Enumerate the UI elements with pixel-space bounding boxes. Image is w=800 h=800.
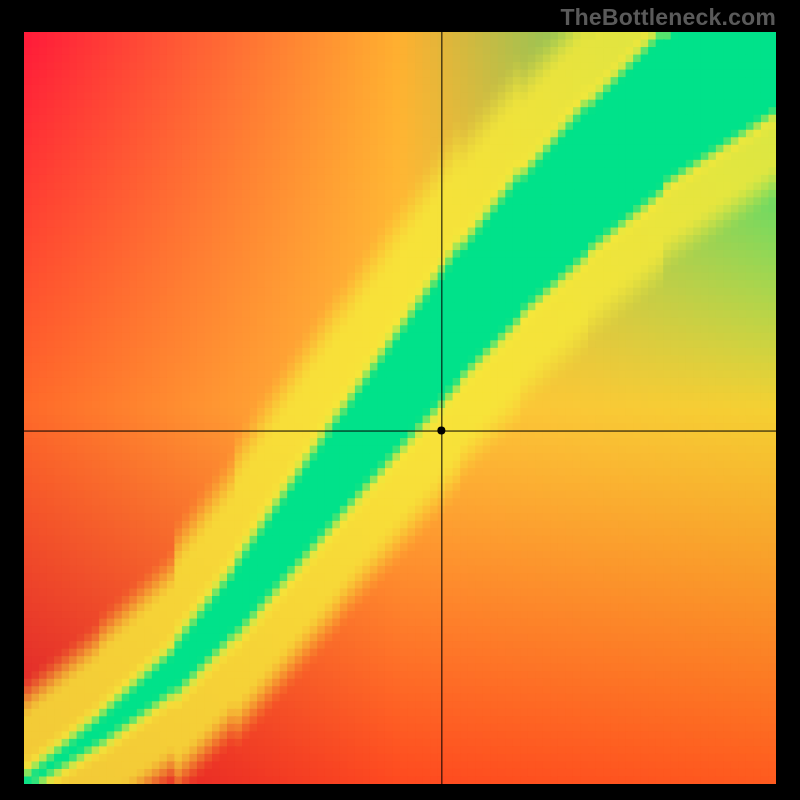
- bottleneck-heatmap: [24, 32, 776, 784]
- watermark-text: TheBottleneck.com: [560, 4, 776, 31]
- chart-container: TheBottleneck.com: [0, 0, 800, 800]
